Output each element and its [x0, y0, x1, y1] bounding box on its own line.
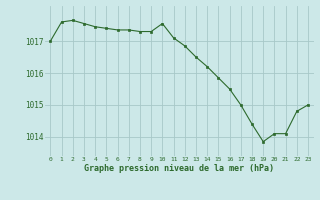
X-axis label: Graphe pression niveau de la mer (hPa): Graphe pression niveau de la mer (hPa): [84, 164, 274, 173]
